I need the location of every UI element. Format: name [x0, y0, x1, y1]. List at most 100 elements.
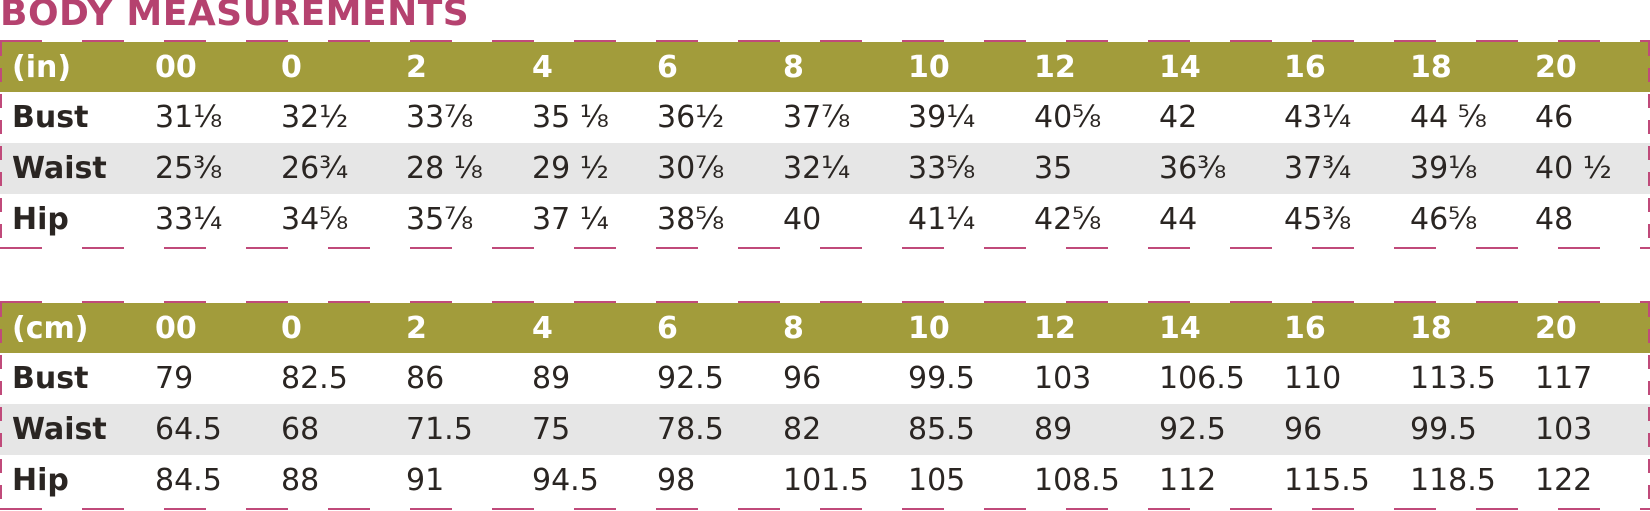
table-cell: 36⅜: [1159, 151, 1227, 186]
table-cell: 68: [281, 412, 320, 447]
table-cell: 99.5: [1410, 412, 1477, 447]
table-cell: 96: [783, 361, 822, 396]
table-cell: 99.5: [908, 361, 975, 396]
table-cell: 75: [532, 412, 571, 447]
table-cell: 37 ¼: [532, 202, 609, 237]
size-header: 00: [155, 310, 197, 346]
table-row-hip: Hip 84.5 88 91 94.5 98 101.5 105 108.5 1…: [0, 455, 1650, 506]
table-cell: 71.5: [406, 412, 473, 447]
table-cell: 82: [783, 412, 822, 447]
row-label: Hip: [12, 463, 69, 498]
table-cell: 42: [1159, 100, 1198, 135]
size-header: 16: [1284, 310, 1326, 346]
table-cell: 103: [1034, 361, 1092, 396]
table-cell: 33⅝: [908, 151, 976, 186]
table-cell: 89: [1034, 412, 1073, 447]
size-header: 8: [783, 310, 804, 346]
size-header: 6: [657, 310, 678, 346]
table-cell: 108.5: [1034, 463, 1120, 498]
table-cell: 46⅝: [1410, 202, 1478, 237]
table-cell: 38⅝: [657, 202, 725, 237]
table-cell: 105: [908, 463, 966, 498]
table-cell: 41¼: [908, 202, 976, 237]
table-row-waist: Waist 25⅜ 26¾ 28 ⅛ 29 ½ 30⅞ 32¼ 33⅝ 35 3…: [0, 143, 1650, 194]
table-cell: 30⅞: [657, 151, 725, 186]
table-cell: 106.5: [1159, 361, 1245, 396]
table-cell: 32¼: [783, 151, 851, 186]
table-cell: 35: [1034, 151, 1073, 186]
table-cell: 46: [1535, 100, 1574, 135]
table-cell: 118.5: [1410, 463, 1496, 498]
size-header: 18: [1410, 49, 1452, 85]
table-cell: 44: [1159, 202, 1198, 237]
table-cell: 82.5: [281, 361, 348, 396]
row-label: Hip: [12, 202, 69, 237]
table-cell: 101.5: [783, 463, 869, 498]
table-cell: 26¾: [281, 151, 349, 186]
table-row-bust: Bust 79 82.5 86 89 92.5 96 99.5 103 106.…: [0, 353, 1650, 404]
table-cell: 115.5: [1284, 463, 1370, 498]
size-header: 20: [1535, 310, 1577, 346]
dashed-border-left: [0, 303, 2, 510]
size-header: 14: [1159, 310, 1201, 346]
size-header: 6: [657, 49, 678, 85]
table-cell: 39⅛: [1410, 151, 1478, 186]
unit-label: (in): [12, 49, 72, 85]
dashed-border-top: [0, 40, 1650, 42]
size-header: 2: [406, 49, 427, 85]
table-cell: 48: [1535, 202, 1574, 237]
size-header: 4: [532, 49, 553, 85]
table-cell: 64.5: [155, 412, 222, 447]
table-cell: 29 ½: [532, 151, 609, 186]
size-header: 12: [1034, 310, 1076, 346]
dashed-border-top: [0, 301, 1650, 303]
row-label: Waist: [12, 151, 107, 186]
size-header: 14: [1159, 49, 1201, 85]
table-cell: 86: [406, 361, 445, 396]
table-cell: 43¼: [1284, 100, 1352, 135]
table-cell: 98: [657, 463, 696, 498]
table-cell: 40: [783, 202, 822, 237]
table-cell: 36½: [657, 100, 725, 135]
table-cell: 31⅛: [155, 100, 223, 135]
page-title: BODY MEASUREMENTS: [0, 0, 470, 34]
table-cell: 40⅝: [1034, 100, 1102, 135]
table-row-waist: Waist 64.5 68 71.5 75 78.5 82 85.5 89 92…: [0, 404, 1650, 455]
size-header: 16: [1284, 49, 1326, 85]
table-cell: 117: [1535, 361, 1593, 396]
table-cell: 96: [1284, 412, 1323, 447]
size-header: 20: [1535, 49, 1577, 85]
table-row-hip: Hip 33¼ 34⅝ 35⅞ 37 ¼ 38⅝ 40 41¼ 42⅝ 44 4…: [0, 194, 1650, 245]
dashed-border-right: [1648, 303, 1650, 510]
table-cell: 33¼: [155, 202, 223, 237]
unit-label: (cm): [12, 310, 89, 346]
table-cell: 92.5: [1159, 412, 1226, 447]
table-cell: 25⅜: [155, 151, 223, 186]
size-header: 10: [908, 310, 950, 346]
table-cell: 34⅝: [281, 202, 349, 237]
dashed-border-left: [0, 42, 2, 249]
table-cell: 85.5: [908, 412, 975, 447]
row-label: Waist: [12, 412, 107, 447]
size-header: 18: [1410, 310, 1452, 346]
table-cell: 37⅞: [783, 100, 851, 135]
table-cell: 44 ⅝: [1410, 100, 1487, 135]
table-cell: 42⅝: [1034, 202, 1102, 237]
size-header: 00: [155, 49, 197, 85]
size-header: 0: [281, 310, 302, 346]
size-header: 2: [406, 310, 427, 346]
table-cell: 110: [1284, 361, 1342, 396]
size-header: 0: [281, 49, 302, 85]
dashed-border-bottom: [0, 508, 1650, 510]
size-header: 12: [1034, 49, 1076, 85]
table-header-row: (in) 00 0 2 4 6 8 10 12 14 16 18 20: [0, 42, 1650, 92]
table-cell: 39¼: [908, 100, 976, 135]
size-header: 10: [908, 49, 950, 85]
table-header-row: (cm) 00 0 2 4 6 8 10 12 14 16 18 20: [0, 303, 1650, 353]
table-cell: 91: [406, 463, 445, 498]
table-cell: 32½: [281, 100, 349, 135]
table-row-bust: Bust 31⅛ 32½ 33⅞ 35 ⅛ 36½ 37⅞ 39¼ 40⅝ 42…: [0, 92, 1650, 143]
table-cell: 92.5: [657, 361, 724, 396]
size-header: 8: [783, 49, 804, 85]
table-cell: 113.5: [1410, 361, 1496, 396]
